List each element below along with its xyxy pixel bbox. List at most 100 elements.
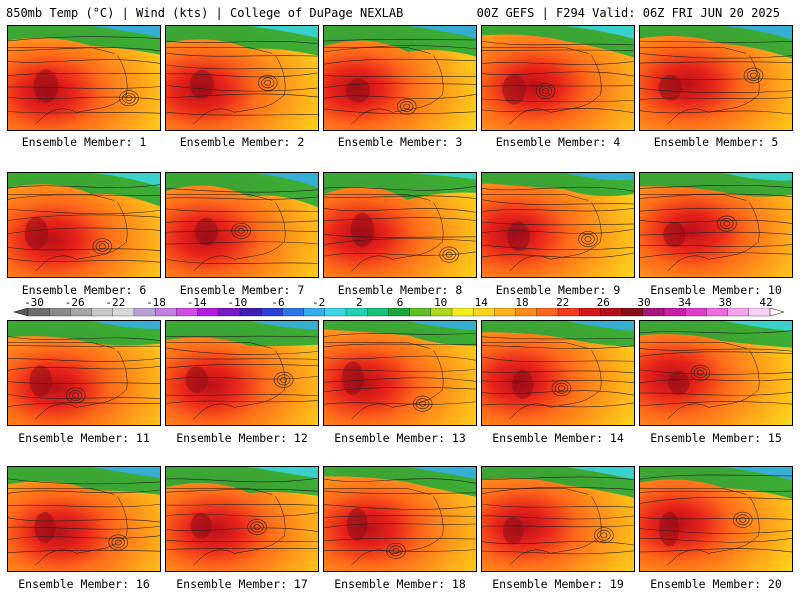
colorbar-min-arrow bbox=[13, 308, 29, 317]
colorbar-swatches bbox=[13, 308, 785, 317]
colorbar-swatch bbox=[155, 308, 177, 317]
colorbar-swatch bbox=[494, 308, 517, 317]
colorbar-swatch bbox=[303, 308, 326, 317]
ensemble-member-label: Ensemble Member: 17 bbox=[176, 577, 308, 591]
header: 850mb Temp (°C) | Wind (kts) | College o… bbox=[0, 0, 800, 24]
ensemble-member-label: Ensemble Member: 16 bbox=[18, 577, 150, 591]
ensemble-member-map bbox=[7, 466, 161, 572]
ensemble-member-label: Ensemble Member: 9 bbox=[495, 283, 621, 297]
ensemble-member-map bbox=[7, 25, 161, 131]
colorbar-swatch bbox=[557, 308, 580, 317]
colorbar-swatch bbox=[451, 308, 474, 317]
colorbar-swatch bbox=[133, 308, 156, 317]
ensemble-member-map bbox=[323, 466, 477, 572]
colorbar-swatch bbox=[663, 308, 686, 317]
colorbar-swatch bbox=[685, 308, 707, 317]
ensemble-member-map bbox=[7, 172, 161, 278]
colorbar-tick-label: -2 bbox=[312, 296, 326, 309]
colorbar-swatch bbox=[261, 308, 283, 317]
colorbar-swatch bbox=[515, 308, 538, 317]
colorbar-swatch bbox=[345, 308, 368, 317]
ensemble-member-label: Ensemble Member: 19 bbox=[492, 577, 624, 591]
colorbar-swatch bbox=[282, 308, 305, 317]
ensemble-member-map bbox=[481, 25, 635, 131]
colorbar-tick-label: 18 bbox=[515, 296, 529, 309]
colorbar-swatch bbox=[239, 308, 262, 317]
colorbar-swatch bbox=[112, 308, 135, 317]
colorbar-tick-label: 6 bbox=[396, 296, 404, 309]
ensemble-member-label: Ensemble Member: 6 bbox=[21, 283, 147, 297]
colorbar-swatch bbox=[748, 308, 771, 317]
colorbar-swatch bbox=[706, 308, 729, 317]
ensemble-member-map bbox=[323, 320, 477, 426]
colorbar-tick-label: 22 bbox=[556, 296, 570, 309]
ensemble-member-label: Ensemble Member: 15 bbox=[650, 431, 782, 445]
ensemble-member-map bbox=[639, 172, 793, 278]
colorbar-tick-label: 34 bbox=[678, 296, 692, 309]
ensemble-member-label: Ensemble Member: 14 bbox=[492, 431, 624, 445]
ensemble-member-map bbox=[323, 172, 477, 278]
ensemble-member-map bbox=[323, 25, 477, 131]
colorbar-tick-label: -22 bbox=[105, 296, 126, 309]
ensemble-member-map bbox=[165, 466, 319, 572]
colorbar-swatch bbox=[600, 308, 623, 317]
run-info: 00Z GEFS | F294 Valid: 06Z FRI JUN 20 20… bbox=[476, 6, 780, 20]
colorbar-tick-label: -14 bbox=[186, 296, 207, 309]
ensemble-member-map bbox=[7, 320, 161, 426]
colorbar-tick-label: 26 bbox=[596, 296, 610, 309]
colorbar-tick-label: -30 bbox=[24, 296, 44, 309]
ensemble-member-label: Ensemble Member: 7 bbox=[179, 283, 305, 297]
colorbar-swatch bbox=[473, 308, 495, 317]
ensemble-member-label: Ensemble Member: 12 bbox=[176, 431, 308, 445]
colorbar-swatch bbox=[27, 308, 50, 317]
colorbar-swatch bbox=[49, 308, 71, 317]
colorbar-swatch bbox=[388, 308, 411, 317]
colorbar-swatch bbox=[727, 308, 750, 317]
colorbar-swatch bbox=[621, 308, 644, 317]
colorbar-max-arrow bbox=[769, 308, 785, 317]
colorbar-swatch bbox=[197, 308, 220, 317]
colorbar-tick-label: -26 bbox=[64, 296, 85, 309]
ensemble-member-label: Ensemble Member: 4 bbox=[495, 135, 621, 149]
ensemble-member-map bbox=[165, 320, 319, 426]
colorbar-swatch bbox=[536, 308, 559, 317]
ensemble-member-label: Ensemble Member: 20 bbox=[650, 577, 782, 591]
colorbar-tick-label: -10 bbox=[227, 296, 248, 309]
colorbar-tick-label: 42 bbox=[759, 296, 773, 309]
ensemble-member-label: Ensemble Member: 13 bbox=[334, 431, 466, 445]
ensemble-member-label: Ensemble Member: 18 bbox=[334, 577, 466, 591]
ensemble-member-label: Ensemble Member: 10 bbox=[650, 283, 782, 297]
colorbar-swatch bbox=[430, 308, 453, 317]
ensemble-member-map bbox=[639, 25, 793, 131]
ensemble-member-map bbox=[639, 466, 793, 572]
colorbar-swatch bbox=[91, 308, 114, 317]
ensemble-member-label: Ensemble Member: 2 bbox=[179, 135, 305, 149]
colorbar-swatch bbox=[218, 308, 241, 317]
colorbar-tick-label: 30 bbox=[637, 296, 651, 309]
ensemble-member-label: Ensemble Member: 8 bbox=[337, 283, 463, 297]
temperature-colorbar: -30 -26 -22 -18 -14 -10 -6 -2 2 6 10 14 18 22 26 30 34 38… bbox=[0, 296, 800, 320]
ensemble-member-map bbox=[481, 466, 635, 572]
ensemble-member-label: Ensemble Member: 5 bbox=[653, 135, 779, 149]
colorbar-tick-label: -18 bbox=[146, 296, 166, 309]
colorbar-tick-label: 38 bbox=[718, 296, 732, 309]
ensemble-member-map bbox=[639, 320, 793, 426]
colorbar-tick-label: 2 bbox=[355, 296, 363, 309]
colorbar-tick-label: -6 bbox=[271, 296, 285, 309]
colorbar-tick-label: 14 bbox=[474, 296, 488, 309]
colorbar-swatch bbox=[642, 308, 665, 317]
colorbar-swatch bbox=[176, 308, 199, 317]
ensemble-member-label: Ensemble Member: 3 bbox=[337, 135, 463, 149]
ensemble-member-map bbox=[481, 172, 635, 278]
ensemble-member-map bbox=[481, 320, 635, 426]
colorbar-swatch bbox=[367, 308, 389, 317]
ensemble-member-map bbox=[165, 25, 319, 131]
ensemble-member-map bbox=[165, 172, 319, 278]
colorbar-tick-label: 10 bbox=[434, 296, 448, 309]
ensemble-member-label: Ensemble Member: 11 bbox=[18, 431, 150, 445]
map-title: 850mb Temp (°C) | Wind (kts) | College o… bbox=[6, 6, 404, 20]
colorbar-swatch bbox=[70, 308, 93, 317]
colorbar-swatch bbox=[324, 308, 347, 317]
colorbar-swatch bbox=[409, 308, 432, 317]
colorbar-swatch bbox=[579, 308, 601, 317]
